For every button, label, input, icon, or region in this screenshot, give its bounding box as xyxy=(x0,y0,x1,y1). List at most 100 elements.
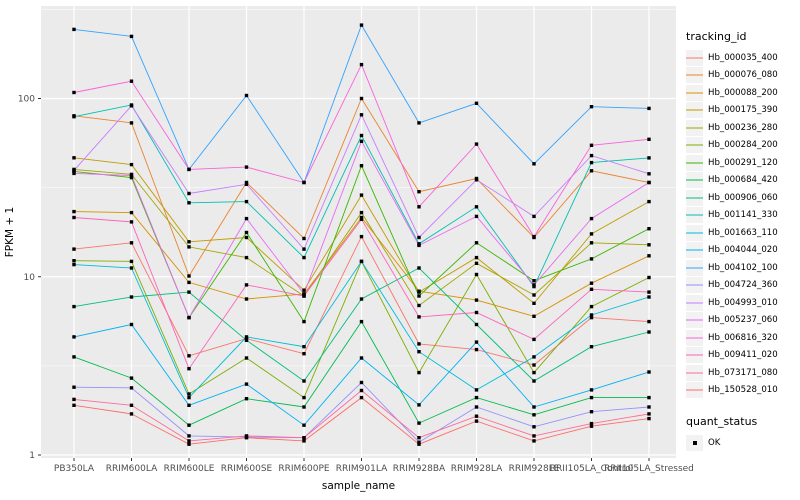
data-point xyxy=(417,303,421,308)
legend-item: Hb_001663_110 xyxy=(686,224,798,242)
data-point xyxy=(589,410,594,414)
data-point xyxy=(72,90,76,95)
data-point xyxy=(417,421,421,425)
data-point xyxy=(187,403,191,407)
legend-item: Hb_000088_200 xyxy=(686,84,798,102)
legend-key-swatch xyxy=(686,259,703,276)
legend-item: Hb_009411_020 xyxy=(686,347,798,365)
data-point xyxy=(589,421,594,426)
data-point xyxy=(72,168,76,173)
data-point xyxy=(359,388,364,393)
legend-key-swatch xyxy=(686,189,703,206)
legend-key-swatch xyxy=(686,329,703,346)
data-point xyxy=(647,295,651,299)
data-point xyxy=(417,436,421,440)
legend-key-swatch xyxy=(686,364,703,381)
data-point xyxy=(417,342,421,346)
data-point xyxy=(474,261,479,265)
data-point xyxy=(187,280,191,285)
data-point xyxy=(417,294,421,298)
data-point xyxy=(474,272,479,277)
data-point xyxy=(474,310,479,315)
legend-key-swatch xyxy=(686,294,703,311)
data-point xyxy=(589,241,594,245)
data-point xyxy=(532,337,536,342)
data-point xyxy=(532,162,536,166)
data-point xyxy=(72,156,76,160)
data-point xyxy=(417,350,421,354)
data-point xyxy=(187,315,191,320)
data-point xyxy=(244,93,249,98)
data-point xyxy=(244,397,249,401)
data-point xyxy=(359,217,364,221)
data-point xyxy=(474,414,479,418)
data-point xyxy=(187,290,191,294)
data-point xyxy=(359,23,364,27)
legend-item: Hb_000284_200 xyxy=(686,137,798,155)
data-point xyxy=(187,245,191,249)
quant-status-key xyxy=(686,434,703,451)
y-tick-label: 100 xyxy=(18,95,35,105)
data-point xyxy=(589,315,594,320)
x-tick-label: RRII105LA_Stressed xyxy=(604,464,694,474)
data-point xyxy=(187,395,191,400)
data-point xyxy=(72,259,76,263)
data-point xyxy=(72,262,76,267)
x-tick-label: RRII105LA_Control xyxy=(550,464,633,474)
data-point xyxy=(417,290,421,294)
data-point xyxy=(474,322,479,327)
data-point xyxy=(474,241,479,245)
data-point xyxy=(359,380,364,385)
data-point xyxy=(359,215,364,220)
data-point xyxy=(359,259,364,264)
legend-line-icon xyxy=(686,144,703,146)
legend-item: Hb_004044_020 xyxy=(686,242,798,260)
legend-label: Hb_005237_060 xyxy=(708,315,778,326)
data-point xyxy=(244,356,249,360)
legend-items: Hb_000035_400 Hb_000076_080 Hb_000088_200 H… xyxy=(686,49,798,399)
legend-key-swatch xyxy=(686,102,703,119)
legend-label: Hb_000284_200 xyxy=(708,140,778,151)
legend-key-swatch xyxy=(686,154,703,171)
data-point xyxy=(647,137,651,141)
legend-item: Hb_000684_420 xyxy=(686,172,798,190)
legend-key-swatch xyxy=(686,277,703,294)
data-point xyxy=(359,133,364,138)
data-point xyxy=(72,209,76,214)
data-point xyxy=(647,395,651,400)
legend-item: Hb_000291_120 xyxy=(686,154,798,172)
data-point xyxy=(302,352,306,356)
data-point xyxy=(647,180,651,185)
data-point xyxy=(302,379,306,383)
data-point xyxy=(72,355,76,359)
legend-item: Hb_005237_060 xyxy=(686,312,798,330)
data-point xyxy=(474,419,479,423)
data-point xyxy=(532,301,536,305)
data-point xyxy=(532,279,536,283)
legend-item: Hb_000236_280 xyxy=(686,119,798,137)
data-point xyxy=(417,205,421,209)
x-tick-label: PB350LA xyxy=(54,464,95,474)
legend-line-icon xyxy=(686,92,703,94)
data-point xyxy=(187,167,191,172)
legend-label: Hb_009411_020 xyxy=(708,350,778,361)
legend-label: Hb_001663_110 xyxy=(708,227,778,238)
data-point xyxy=(417,266,421,270)
data-point xyxy=(302,255,306,260)
data-point xyxy=(532,214,536,219)
data-point xyxy=(647,319,651,324)
legend-line-icon xyxy=(686,127,703,129)
data-point xyxy=(589,345,594,349)
legend-key-swatch xyxy=(686,172,703,189)
data-point xyxy=(589,304,594,309)
data-point xyxy=(417,235,421,240)
data-point xyxy=(589,169,594,173)
legend-line-icon xyxy=(686,74,703,76)
data-point xyxy=(129,162,134,167)
data-point xyxy=(647,254,651,258)
data-point xyxy=(129,295,134,299)
legend-line-icon xyxy=(686,267,703,269)
x-tick-label: RRIM901LA xyxy=(336,464,388,474)
data-point xyxy=(129,376,134,380)
data-point xyxy=(302,395,306,400)
